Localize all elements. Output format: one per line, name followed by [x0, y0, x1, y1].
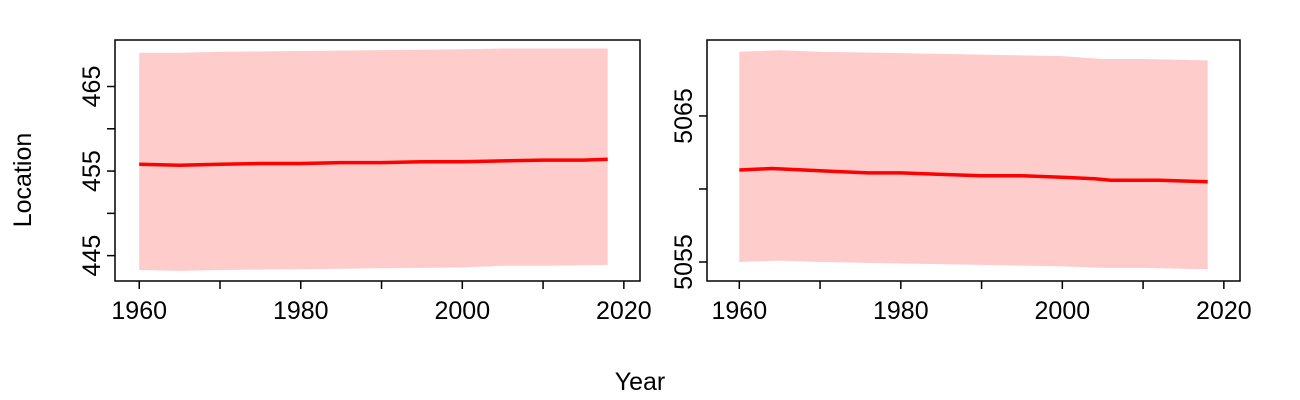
- x-tick-label: 2000: [1035, 297, 1091, 325]
- y-axis-title: Location: [9, 133, 37, 228]
- left-panel: 1960 1980 2000 2020 445 455 465: [78, 39, 652, 325]
- estimate-line: [739, 166, 1208, 184]
- x-tick-label: 1980: [273, 297, 329, 325]
- x-tick-label: 2020: [1196, 297, 1252, 325]
- y-tick-label: 455: [78, 150, 106, 192]
- y-tick-label: 465: [78, 66, 106, 108]
- plot-frame: [114, 39, 641, 282]
- plot-frame: [706, 39, 1241, 282]
- y-tick-label: 5055: [670, 234, 698, 290]
- confidence-band: [139, 48, 608, 271]
- x-tick-label: 1960: [111, 297, 167, 325]
- y-tick-label: 445: [78, 235, 106, 277]
- estimate-line: [139, 157, 608, 167]
- x-tick-label: 2020: [596, 297, 652, 325]
- confidence-band: [739, 50, 1208, 270]
- x-axis-title: Year: [615, 368, 666, 396]
- x-tick-label: 2000: [434, 297, 490, 325]
- right-panel: 1960 1980 2000 2020 5055 5065: [670, 39, 1252, 325]
- y-tick-label: 5065: [670, 88, 698, 144]
- x-tick-label: 1960: [711, 297, 767, 325]
- x-tick-label: 1980: [873, 297, 929, 325]
